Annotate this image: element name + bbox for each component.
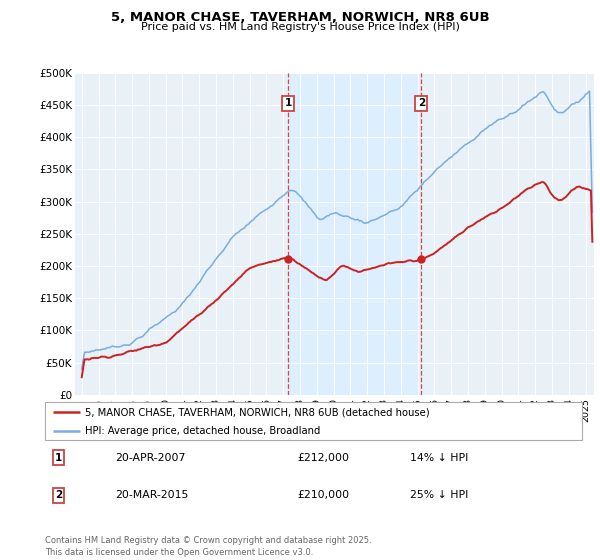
Text: 1: 1 (55, 452, 62, 463)
Bar (289, 73, 421, 395)
Text: 25% ↓ HPI: 25% ↓ HPI (410, 491, 469, 500)
Text: Contains HM Land Registry data © Crown copyright and database right 2025.
This d: Contains HM Land Registry data © Crown c… (45, 536, 371, 557)
Text: 1: 1 (284, 99, 292, 109)
Text: Price paid vs. HM Land Registry's House Price Index (HPI): Price paid vs. HM Land Registry's House … (140, 22, 460, 32)
Text: 20-APR-2007: 20-APR-2007 (115, 452, 185, 463)
Text: 20-MAR-2015: 20-MAR-2015 (115, 491, 188, 500)
Text: 14% ↓ HPI: 14% ↓ HPI (410, 452, 469, 463)
Text: 5, MANOR CHASE, TAVERHAM, NORWICH, NR8 6UB (detached house): 5, MANOR CHASE, TAVERHAM, NORWICH, NR8 6… (85, 407, 430, 417)
Text: 2: 2 (55, 491, 62, 500)
Text: £212,000: £212,000 (298, 452, 349, 463)
Text: 2: 2 (418, 99, 425, 109)
Text: £210,000: £210,000 (298, 491, 350, 500)
Text: HPI: Average price, detached house, Broadland: HPI: Average price, detached house, Broa… (85, 426, 320, 436)
Text: 5, MANOR CHASE, TAVERHAM, NORWICH, NR8 6UB: 5, MANOR CHASE, TAVERHAM, NORWICH, NR8 6… (110, 11, 490, 24)
